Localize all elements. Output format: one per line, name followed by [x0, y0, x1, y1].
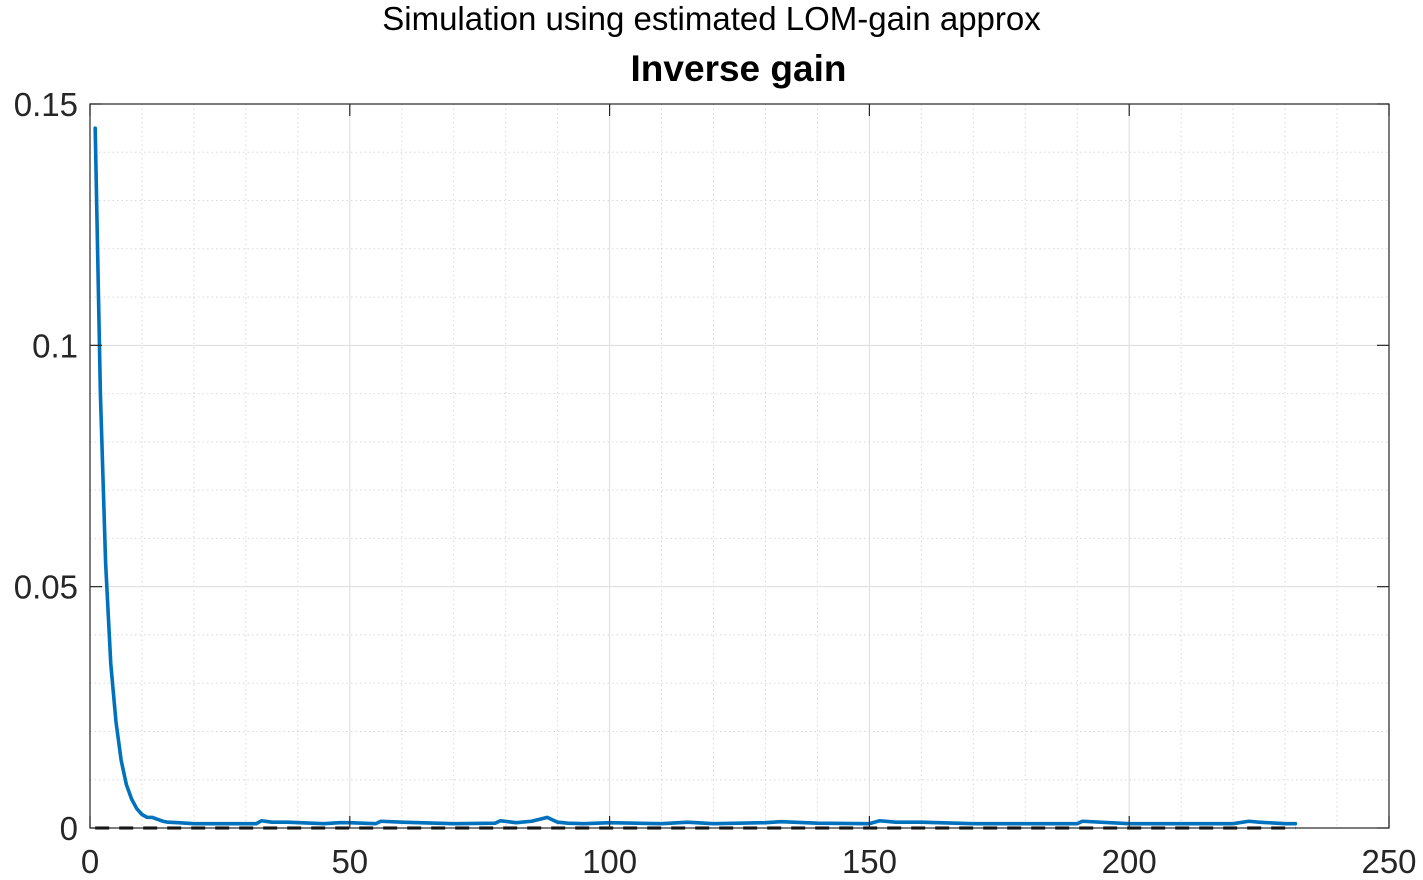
series-layer [93, 126, 1298, 830]
axis-ticks [89, 103, 1390, 829]
minor-grid [90, 104, 1389, 828]
y-tick-label: 0 [60, 810, 78, 847]
x-tick-label: 250 [1361, 843, 1416, 880]
y-tick-label: 0.05 [14, 569, 78, 606]
plot-area-border [89, 103, 1390, 829]
chart-title: Inverse gain [630, 48, 847, 89]
inverse-gain-series [93, 126, 1298, 826]
x-tick-label: 0 [81, 843, 99, 880]
figure-suptitle: Simulation using estimated LOM-gain appr… [382, 0, 1041, 37]
axis-tick-labels: 0 50 100 150 200 250 0 0.05 0.1 0.15 [14, 86, 1417, 880]
x-tick-label: 150 [842, 843, 897, 880]
major-grid [90, 104, 1389, 828]
y-tick-label: 0.1 [32, 327, 78, 364]
x-tick-label: 200 [1102, 843, 1157, 880]
y-tick-label: 0.15 [14, 86, 78, 123]
x-tick-label: 50 [331, 843, 368, 880]
x-tick-label: 100 [582, 843, 637, 880]
